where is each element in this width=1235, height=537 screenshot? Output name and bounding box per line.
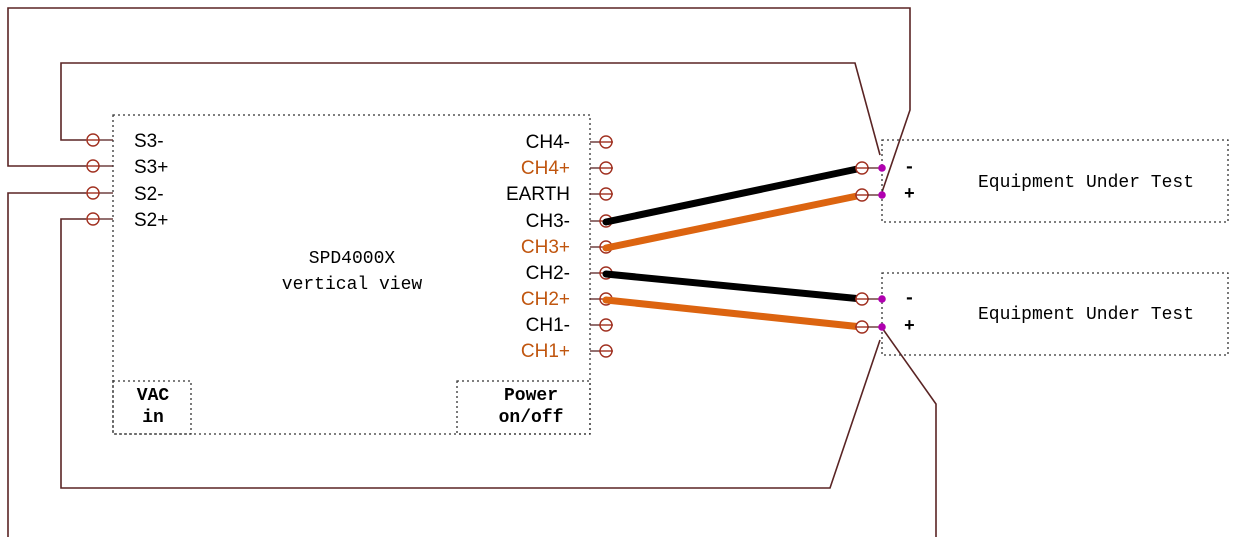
sense-point-icon	[878, 323, 886, 331]
channel-label: CH2-	[526, 263, 570, 284]
sense-wire-s2-plus	[60, 218, 881, 489]
eut-terminals	[855, 161, 886, 334]
cable-ch3-plus	[602, 191, 866, 252]
sense-wire-s3-plus	[7, 7, 911, 199]
channel-label: CH4-	[526, 132, 570, 153]
sense-wire-ch1-plus	[879, 324, 937, 537]
vac-in-box	[112, 380, 192, 435]
channel-label: CH1+	[521, 341, 570, 362]
channel-label: CH4+	[521, 158, 570, 179]
device-subtitle: vertical view	[282, 275, 423, 295]
sense-terminal-label: S3+	[134, 157, 168, 178]
sense-point-icon	[878, 164, 886, 172]
device-outline	[112, 114, 591, 435]
terminal-icon	[599, 161, 613, 175]
eut-1-minus: -	[904, 158, 915, 178]
power-switch-box	[456, 380, 591, 435]
channel-label: CH1-	[526, 315, 570, 336]
terminal-icon	[86, 159, 100, 173]
channel-label: CH3-	[526, 211, 570, 232]
sense-wire-s3-minus	[60, 62, 881, 156]
terminal-icon	[86, 212, 100, 226]
cable-ch2-minus	[602, 270, 866, 303]
eut-1-label: Equipment Under Test	[978, 173, 1194, 193]
terminal-icon	[86, 133, 100, 147]
eut-box-1	[881, 139, 1229, 223]
terminal-icon	[599, 187, 613, 201]
power-label-line2: on/off	[499, 408, 564, 428]
terminal-icon	[86, 186, 100, 200]
terminal-icon	[855, 188, 869, 202]
eut-box-2	[881, 272, 1229, 356]
sense-terminal-label: S3-	[134, 131, 164, 152]
sense-point-icon	[878, 191, 886, 199]
sense-terminals	[86, 133, 113, 226]
eut-2-plus: +	[904, 317, 915, 337]
cable-ch3-minus	[602, 164, 866, 226]
power-label-line1: Power	[504, 386, 558, 406]
terminal-icon	[855, 292, 869, 306]
terminal-icon	[855, 320, 869, 334]
terminal-icon	[599, 318, 613, 332]
sense-terminal-label: S2-	[134, 184, 164, 205]
sense-terminal-label: S2+	[134, 210, 168, 231]
vac-in-label-line2: in	[142, 408, 164, 428]
device-name: SPD4000X	[309, 249, 396, 269]
terminal-icon	[855, 161, 869, 175]
eut-2-minus: -	[904, 289, 915, 309]
channel-label: EARTH	[506, 184, 570, 205]
channel-label: CH3+	[521, 237, 570, 258]
eut-1-plus: +	[904, 185, 915, 205]
vac-in-label-line1: VAC	[137, 386, 170, 406]
channel-label: CH2+	[521, 289, 570, 310]
cable-ch2-plus	[602, 296, 866, 331]
eut-2-label: Equipment Under Test	[978, 305, 1194, 325]
terminal-icon	[599, 135, 613, 149]
sense-point-icon	[878, 295, 886, 303]
terminal-icon	[599, 344, 613, 358]
sense-wire-s2-minus	[7, 192, 86, 537]
